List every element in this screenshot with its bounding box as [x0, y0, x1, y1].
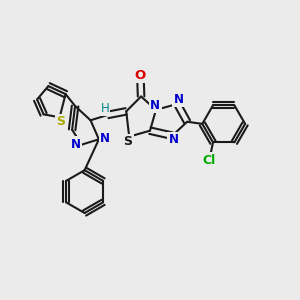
Text: N: N — [173, 93, 184, 106]
Text: H: H — [100, 102, 109, 115]
Text: N: N — [100, 132, 110, 145]
Text: O: O — [135, 69, 146, 82]
Text: N: N — [71, 138, 81, 151]
Text: N: N — [169, 134, 178, 146]
Text: S: S — [56, 115, 65, 128]
Text: Cl: Cl — [202, 154, 215, 167]
Text: S: S — [124, 136, 133, 148]
Text: N: N — [150, 99, 160, 112]
